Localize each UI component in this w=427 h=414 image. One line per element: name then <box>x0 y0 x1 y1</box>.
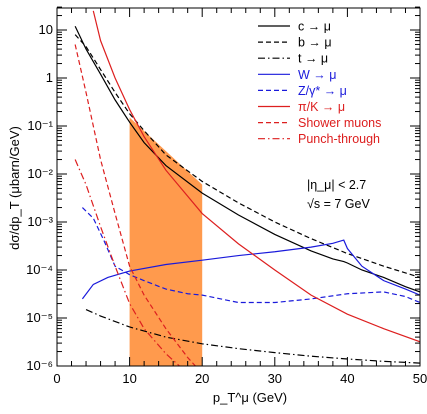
legend-label-7: Punch-through <box>298 132 380 146</box>
legend-label-4: Z/γ* → μ <box>298 84 347 98</box>
x-tick-label: 30 <box>268 371 282 386</box>
y-tick-label: 10⁻⁵ <box>26 310 53 325</box>
y-tick-label: 10⁻⁶ <box>26 358 53 373</box>
x-axis-title: p_T^μ (GeV) <box>213 390 287 405</box>
y-tick-label: 10⁻¹ <box>27 118 53 133</box>
x-tick-label: 20 <box>195 371 209 386</box>
series-line-4 <box>81 207 420 304</box>
ticks-layer: 0 10 20 30 40 50 10⁻⁶ 10⁻⁵ 10⁻⁴ 10⁻³ 10⁻² 10⁻¹ 1 10 <box>26 6 427 386</box>
series-line-2 <box>85 309 420 364</box>
legend-label-1: b → μ <box>298 36 332 50</box>
legend-label-6: Shower muons <box>298 116 381 130</box>
y-axis-title: dσ/dp_T (μbarn/GeV) <box>7 126 22 250</box>
x-tick-label: 50 <box>413 371 427 386</box>
y-tick-label: 10⁻³ <box>27 214 53 229</box>
plot-frame <box>56 7 421 367</box>
series-line-7 <box>74 159 181 366</box>
x-tick-label: 0 <box>53 371 60 386</box>
legend-label-2: t → μ <box>298 52 328 66</box>
series-layer <box>74 10 420 366</box>
y-tick-label: 10⁻⁴ <box>26 262 53 277</box>
y-tick-label: 10⁻² <box>27 166 53 181</box>
series-line-6 <box>74 44 197 366</box>
annotation-eta: |η_μ| < 2.7 <box>307 178 366 192</box>
series-line-5 <box>92 10 420 343</box>
y-tick-label: 10 <box>39 22 53 37</box>
x-tick-label: 40 <box>340 371 354 386</box>
series-line-1 <box>74 34 420 279</box>
annotation-energy: √s = 7 GeV <box>307 197 370 211</box>
legend: c → μ b → μ t → μ W → μ Z/γ* → μ π/K → μ Showe… <box>258 20 381 146</box>
legend-label-3: W → μ <box>298 68 336 82</box>
x-tick-label: 10 <box>122 371 136 386</box>
series-line-0 <box>74 25 420 293</box>
legend-label-5: π/K → μ <box>298 100 345 114</box>
legend-label-0: c → μ <box>298 20 331 34</box>
y-tick-label: 1 <box>46 70 53 85</box>
